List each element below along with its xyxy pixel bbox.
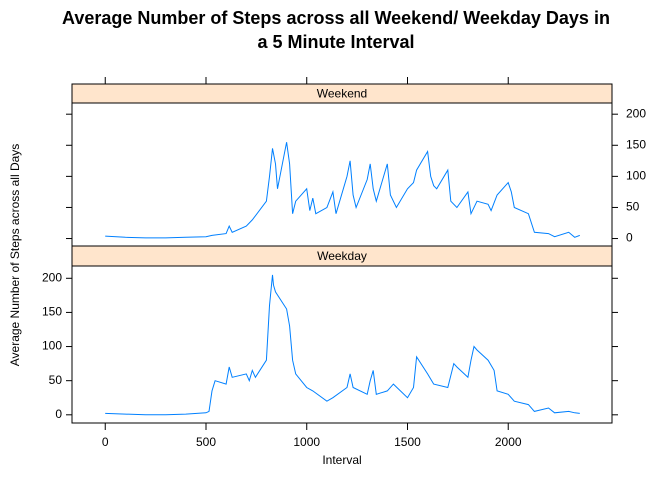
y-tick-label: 0 <box>55 407 62 421</box>
y-tick-label: 0 <box>626 231 633 245</box>
y-tick-label: 50 <box>626 200 640 214</box>
panel-border <box>71 102 613 247</box>
x-tick-label: 1000 <box>293 435 320 449</box>
y-tick-label: 200 <box>42 270 62 284</box>
y-tick-label: 150 <box>42 305 62 319</box>
y-tick-label: 100 <box>626 169 646 183</box>
series-line <box>105 142 580 239</box>
x-axis-label: Interval <box>322 453 361 467</box>
x-tick-label: 1500 <box>394 435 421 449</box>
strip-label: Weekend <box>317 87 367 101</box>
y-tick-label: 100 <box>42 339 62 353</box>
chart-title: Average Number of Steps across all Weeke… <box>62 8 610 52</box>
y-axis-label: Average Number of Steps across all Days <box>8 144 22 367</box>
series-line <box>105 274 580 416</box>
x-tick-label: 2000 <box>495 435 522 449</box>
x-tick-label: 0 <box>102 435 109 449</box>
panel-border <box>71 265 613 424</box>
y-tick-label: 150 <box>626 137 646 151</box>
y-tick-label: 50 <box>49 373 63 387</box>
strip-label: Weekday <box>317 249 367 263</box>
x-tick-label: 500 <box>196 435 216 449</box>
y-tick-label: 200 <box>626 106 646 120</box>
